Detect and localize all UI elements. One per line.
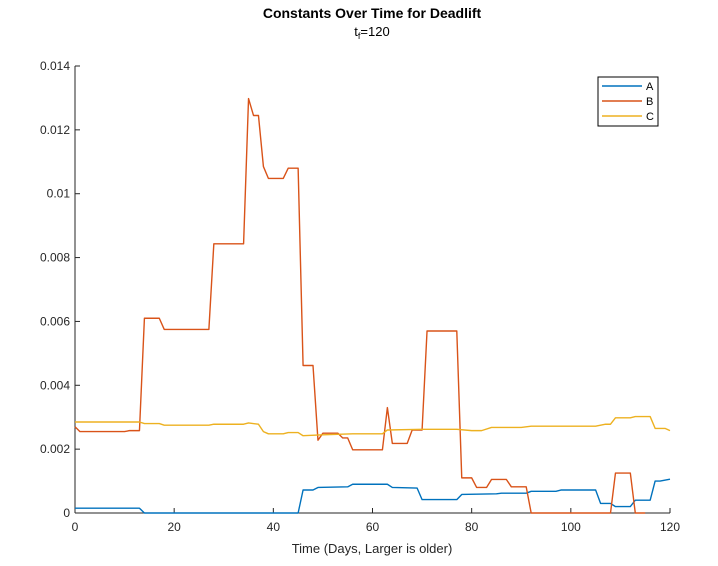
subtitle-subscript: f [358, 31, 361, 41]
chart-title: Constants Over Time for Deadlift [263, 5, 482, 21]
y-tick-label: 0.006 [40, 314, 70, 328]
x-tick-label: 0 [72, 520, 79, 534]
x-tick-label: 20 [167, 520, 181, 534]
x-tick-label: 100 [561, 520, 581, 534]
x-tick-label: 40 [267, 520, 281, 534]
subtitle-suffix: =120 [360, 24, 389, 39]
x-axis-label: Time (Days, Larger is older) [292, 541, 453, 556]
subtitle-prefix: t [354, 24, 358, 39]
series-line-a [75, 478, 671, 514]
legend-label-a: A [646, 81, 654, 93]
legend-label-b: B [646, 96, 653, 108]
plot-area: 0 20 40 60 80 100 120 0 0.002 0.004 0.006 0.008 0.01… [40, 59, 680, 534]
series-line-c [75, 415, 671, 437]
x-tick-label: 120 [660, 520, 680, 534]
y-tick-label: 0.008 [40, 251, 70, 265]
x-tick-label: 60 [366, 520, 380, 534]
y-tick-label: 0.002 [40, 442, 70, 456]
y-tick-label: 0.014 [40, 59, 70, 73]
y-tick-label: 0.012 [40, 123, 70, 137]
legend-label-c: C [646, 111, 654, 123]
x-tick-label: 80 [465, 520, 479, 534]
series-line-b [74, 97, 646, 514]
y-tick-label: 0.004 [40, 378, 70, 392]
y-tick-label: 0.01 [47, 187, 71, 201]
y-tick-label: 0 [63, 506, 70, 520]
chart-subtitle: tf=120 [354, 24, 389, 41]
